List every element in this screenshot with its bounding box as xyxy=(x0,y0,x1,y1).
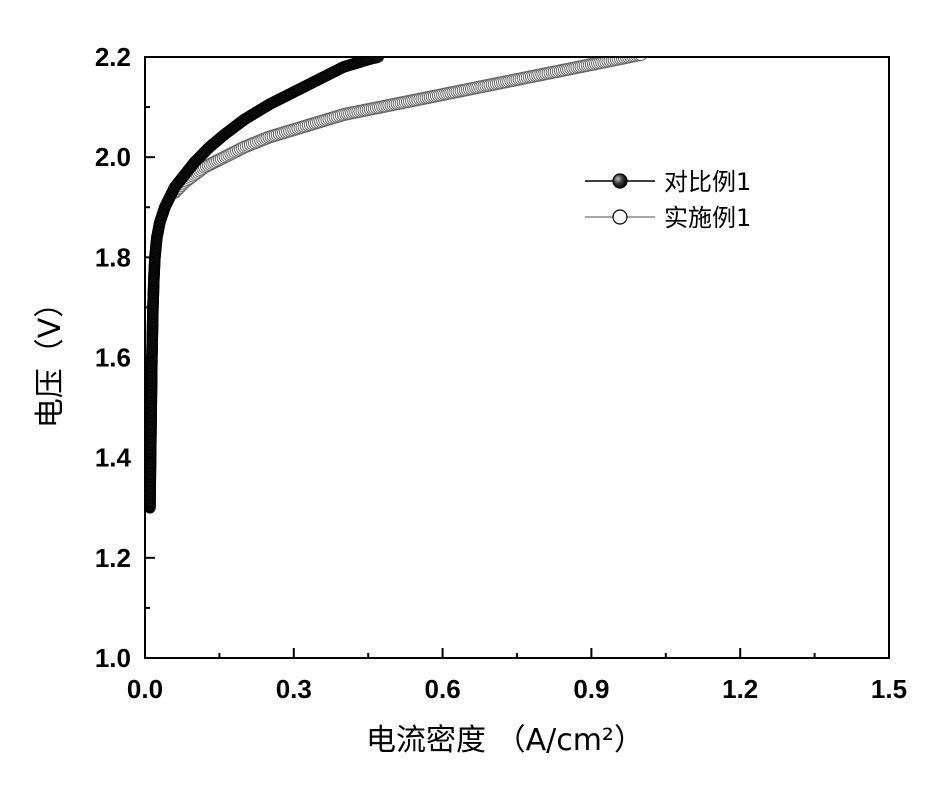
y-axis-title: 电压（V） xyxy=(33,288,68,429)
x-tick-label: 0.0 xyxy=(127,674,163,704)
x-tick-label: 0.9 xyxy=(573,674,609,704)
legend-label: 实施例1 xyxy=(664,204,751,232)
x-axis-title: 电流密度 （A/cm²） xyxy=(366,723,644,758)
y-tick-label: 2.2 xyxy=(95,42,131,72)
plot-data xyxy=(144,48,647,513)
y-tick-label: 1.0 xyxy=(95,643,131,673)
x-tick-label: 0.3 xyxy=(276,674,312,704)
x-tick-label: 1.2 xyxy=(722,674,758,704)
x-tick-label: 0.6 xyxy=(425,674,461,704)
y-tick-label: 1.8 xyxy=(95,242,131,272)
y-tick-label: 2.0 xyxy=(95,142,131,172)
y-tick-label: 1.2 xyxy=(95,543,131,573)
x-axis: 0.0 0.3 0.6 0.9 1.2 1.5 xyxy=(127,648,907,704)
legend-marker xyxy=(613,174,627,188)
x-tick-label: 1.5 xyxy=(871,674,907,704)
y-tick-label: 1.4 xyxy=(95,443,132,473)
legend: 对比例1 实施例1 xyxy=(585,168,751,232)
series-filled-circles xyxy=(144,52,383,514)
legend-label: 对比例1 xyxy=(664,168,751,196)
legend-marker xyxy=(613,210,627,224)
data-point xyxy=(635,48,647,60)
y-tick-label: 1.6 xyxy=(95,343,131,373)
